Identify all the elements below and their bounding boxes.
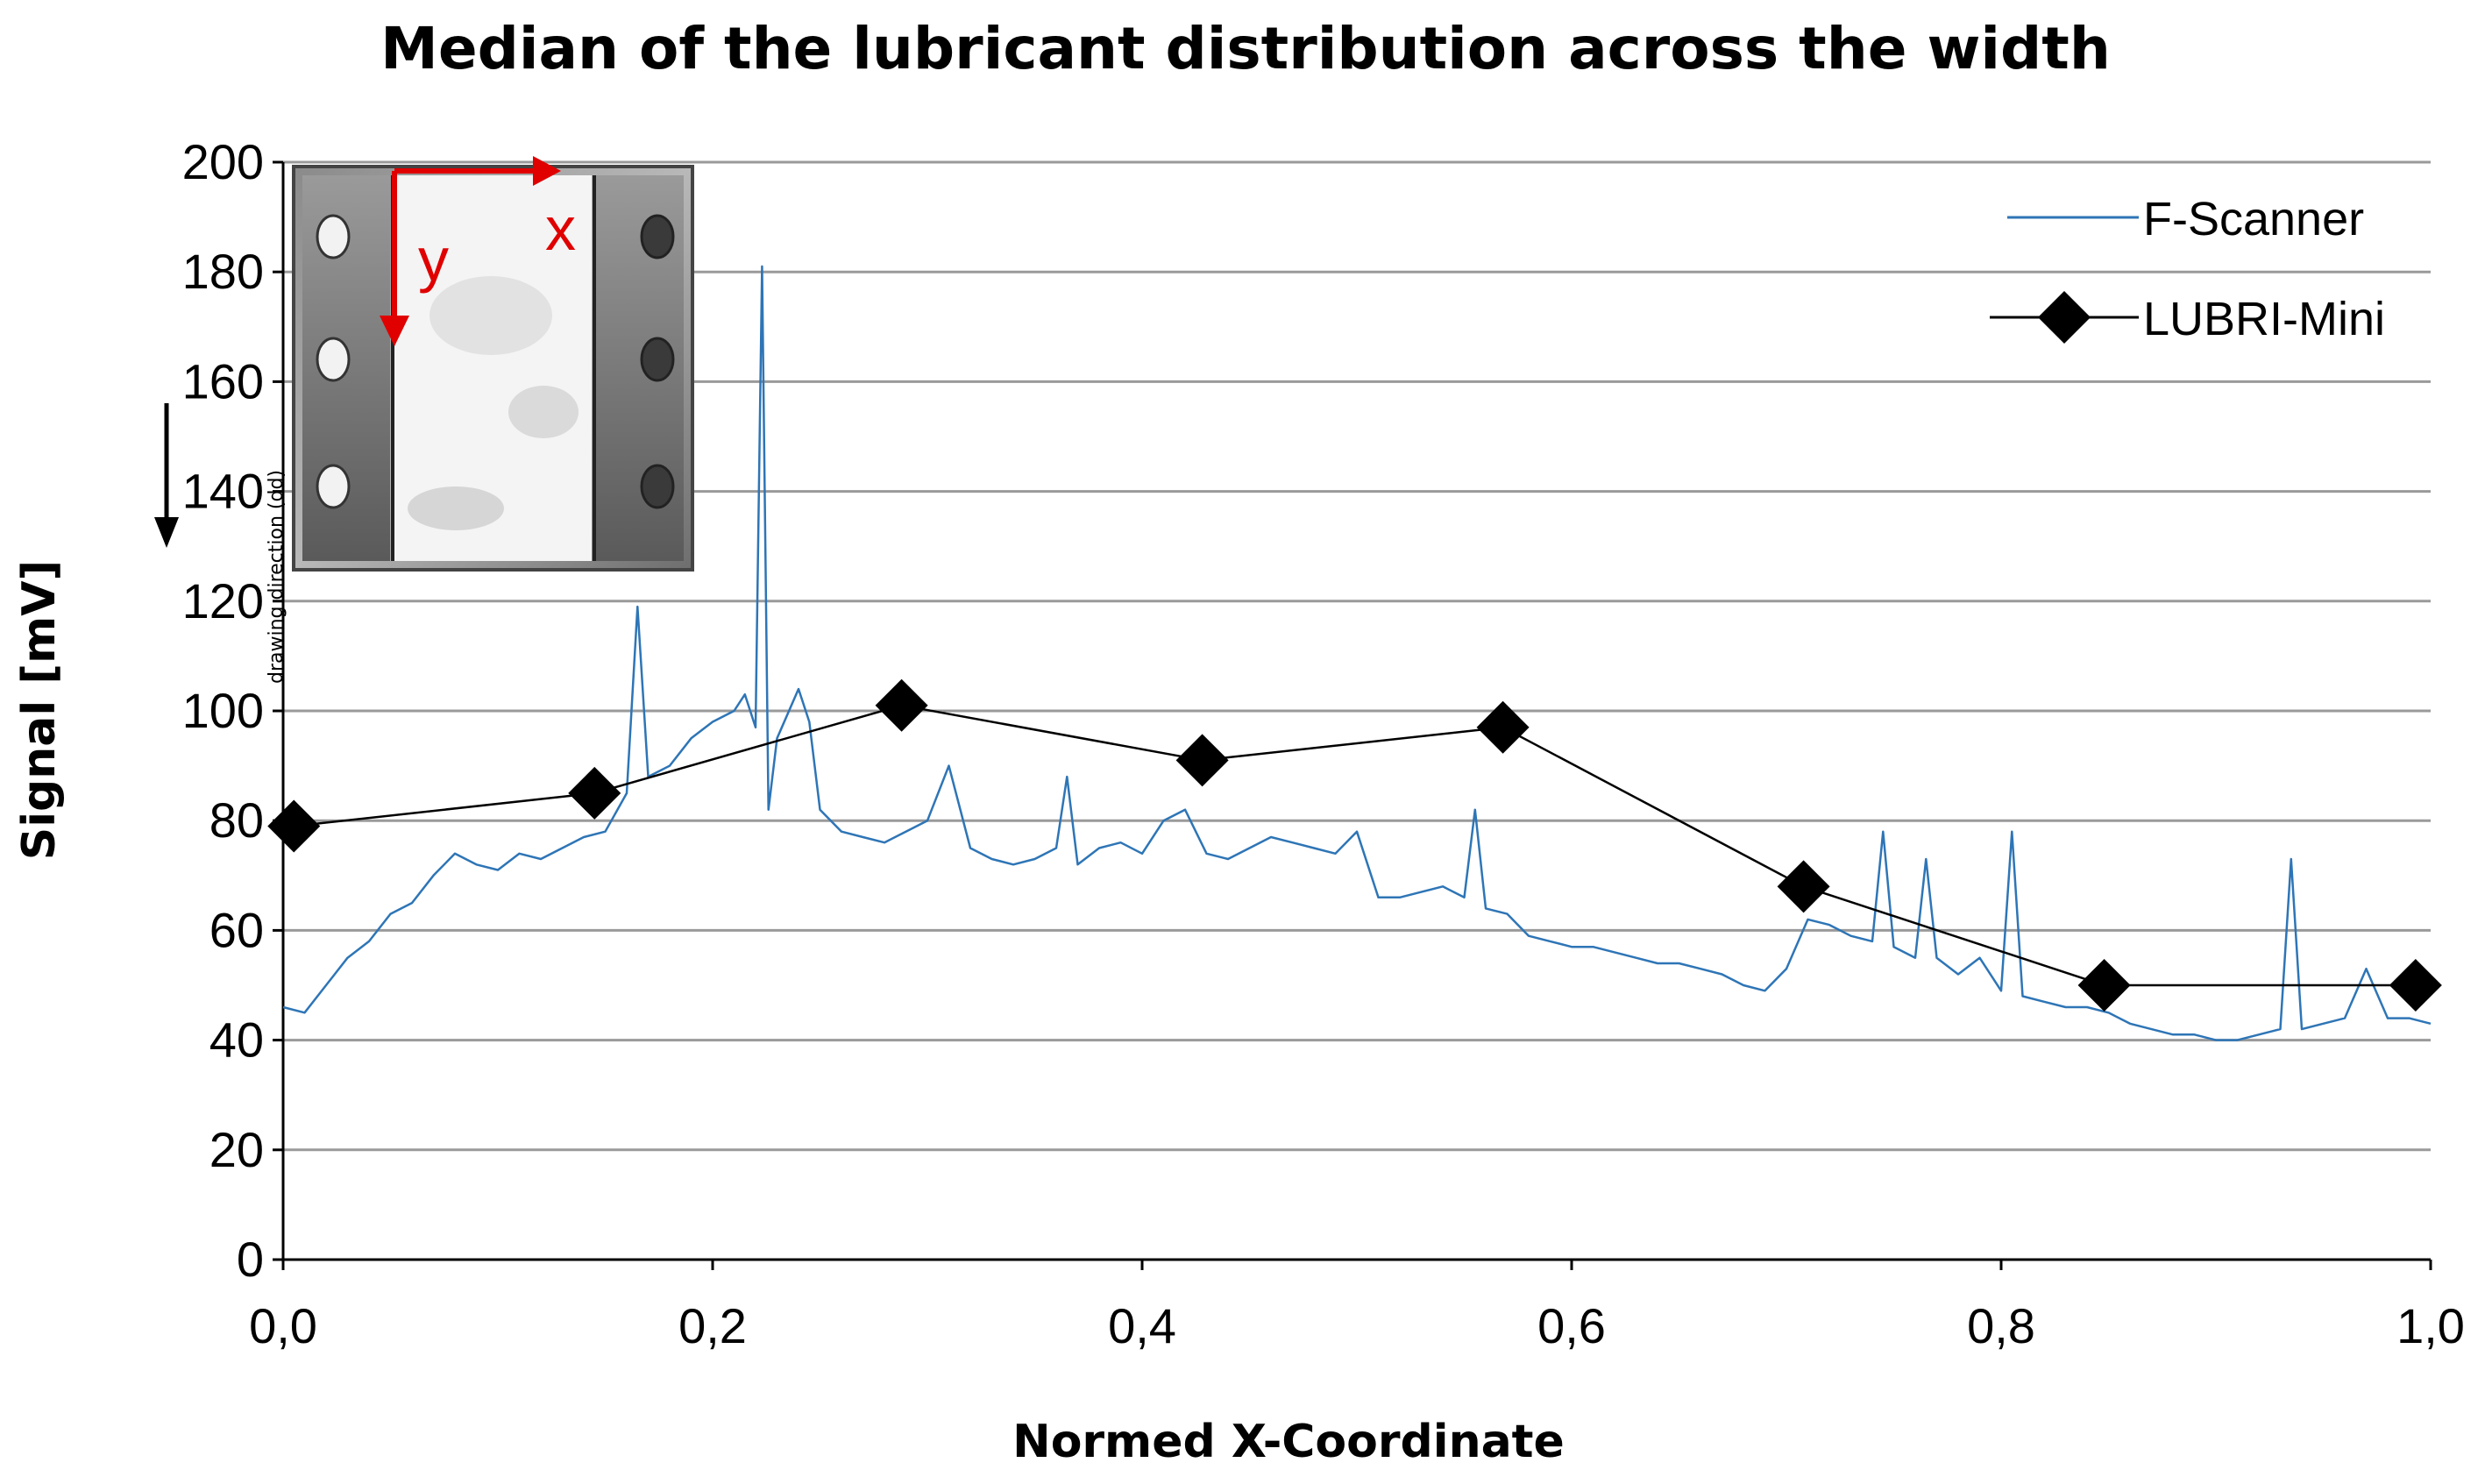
legend: F-Scanner LUBRI-Mini <box>1990 193 2385 345</box>
y-tick-label: 40 <box>209 1012 264 1068</box>
y-tick-label: 200 <box>182 134 264 189</box>
inset-y-label: y <box>418 225 449 294</box>
data-point-marker <box>267 799 321 853</box>
drawing-direction-caption: drawing direction (dd) <box>266 470 288 684</box>
x-axis-ticks: 0,0 0,2 0,4 0,6 0,8 1,0 <box>249 1260 2465 1353</box>
y-axis-ticks: 0 20 40 60 80 100 120 140 160 180 200 <box>182 134 283 1287</box>
data-point-marker <box>2389 959 2442 1012</box>
y-tick-label: 160 <box>182 353 264 408</box>
y-tick-label: 100 <box>182 683 264 738</box>
series-layer <box>267 265 2442 1041</box>
x-tick-label: 0,8 <box>1967 1298 2035 1353</box>
y-tick-label: 140 <box>182 464 264 519</box>
legend-marker-diamond-icon <box>2038 291 2091 344</box>
x-axis-label: Normed X-Coordinate <box>1012 1416 1565 1468</box>
y-tick-label: 80 <box>209 792 264 848</box>
inset-x-label: x <box>545 195 576 263</box>
legend-label-lubri-mini: LUBRI-Mini <box>2143 293 2385 345</box>
series-line-f-scanner <box>282 265 2432 1041</box>
data-point-marker <box>2077 959 2131 1012</box>
y-tick-label: 20 <box>209 1122 264 1177</box>
chart-title: Median of the lubricant distribution acr… <box>380 15 2111 82</box>
x-tick-label: 0,0 <box>249 1298 317 1353</box>
x-tick-label: 0,2 <box>678 1298 747 1353</box>
y-tick-label: 120 <box>182 573 264 628</box>
legend-label-f-scanner: F-Scanner <box>2143 193 2364 245</box>
y-tick-label: 60 <box>209 902 264 957</box>
y-axis-label: Signal [mV] <box>13 560 66 861</box>
x-tick-label: 0,4 <box>1108 1298 1176 1353</box>
data-point-marker <box>1175 734 1229 787</box>
x-tick-label: 0,6 <box>1537 1298 1606 1353</box>
specimen-inset-image: x y drawing direction (dd) <box>154 156 694 684</box>
y-tick-label: 180 <box>182 244 264 299</box>
data-point-marker <box>1777 860 1830 913</box>
data-point-marker <box>568 766 621 820</box>
series-line-lubri-mini <box>294 704 2416 987</box>
data-point-marker <box>1476 700 1530 754</box>
data-point-marker <box>875 678 928 732</box>
y-tick-label: 0 <box>237 1232 264 1287</box>
x-tick-label: 1,0 <box>2396 1298 2465 1353</box>
